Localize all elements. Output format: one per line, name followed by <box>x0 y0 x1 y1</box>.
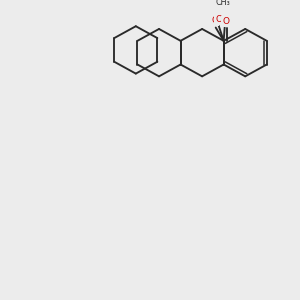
Text: O: O <box>216 0 223 8</box>
Text: CH₃: CH₃ <box>215 0 230 8</box>
Text: O: O <box>211 16 218 26</box>
Text: O: O <box>222 17 229 26</box>
Text: O: O <box>215 16 222 25</box>
